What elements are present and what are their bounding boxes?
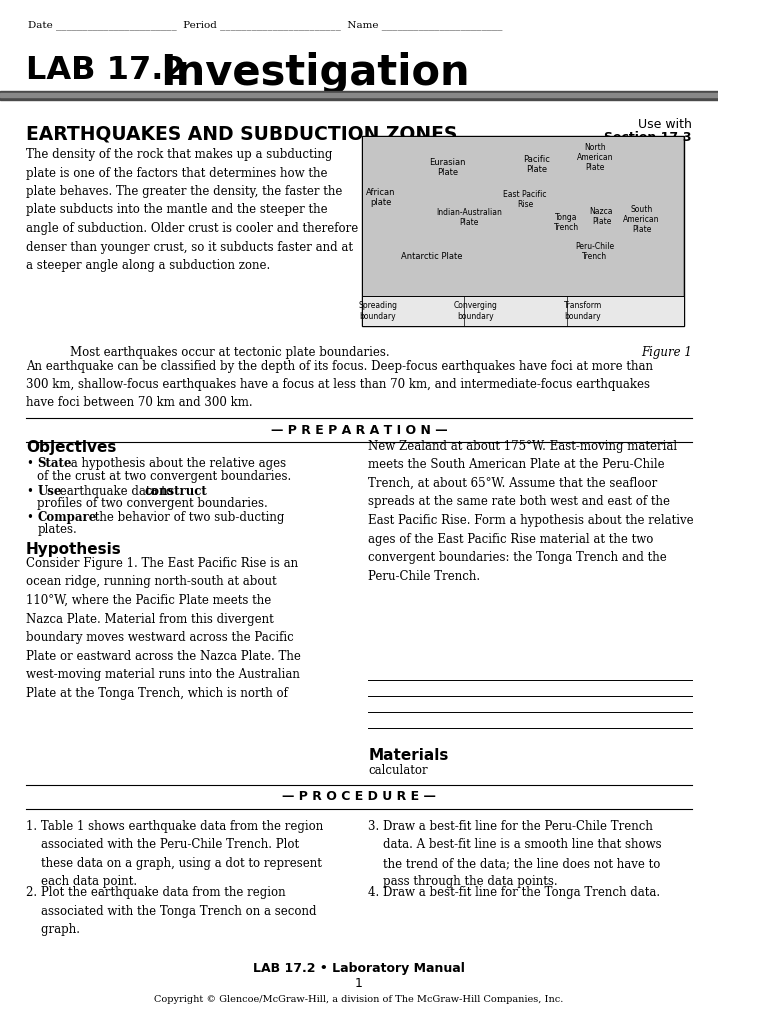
Text: EARTHQUAKES AND SUBDUCTION ZONES: EARTHQUAKES AND SUBDUCTION ZONES [26, 125, 457, 144]
Text: LAB 17.2 • Laboratory Manual: LAB 17.2 • Laboratory Manual [253, 962, 465, 975]
Text: 1: 1 [355, 977, 363, 990]
Text: earthquake data to: earthquake data to [56, 485, 176, 498]
Text: Compare: Compare [37, 511, 97, 524]
Text: Hypothesis: Hypothesis [26, 542, 122, 557]
Text: 1. Table 1 shows earthquake data from the region
    associated with the Peru-Ch: 1. Table 1 shows earthquake data from th… [26, 820, 323, 889]
Text: 3. Draw a best-fit line for the Peru-Chile Trench
    data. A best-fit line is a: 3. Draw a best-fit line for the Peru-Chi… [368, 820, 662, 889]
Text: Antarctic Plate: Antarctic Plate [401, 252, 463, 261]
Text: Pacific
Plate: Pacific Plate [523, 155, 550, 174]
Text: Figure 1: Figure 1 [641, 346, 692, 359]
Text: LAB 17.2: LAB 17.2 [26, 55, 186, 86]
Text: •: • [26, 485, 33, 498]
Text: 4. Draw a best-fit line for the Tonga Trench data.: 4. Draw a best-fit line for the Tonga Tr… [368, 886, 661, 899]
Text: Copyright © Glencoe/McGraw-Hill, a division of The McGraw-Hill Companies, Inc.: Copyright © Glencoe/McGraw-Hill, a divis… [154, 995, 564, 1004]
Text: Consider Figure 1. The East Pacific Rise is an
ocean ridge, running north-south : Consider Figure 1. The East Pacific Rise… [26, 557, 301, 699]
Bar [0, 93, 718, 97]
Text: South
American
Plate: South American Plate [624, 205, 660, 234]
Text: calculator: calculator [368, 764, 428, 777]
Text: Objectives: Objectives [26, 440, 116, 455]
Text: construct: construct [145, 485, 207, 498]
Text: plates.: plates. [37, 523, 77, 536]
Text: 2. Plot the earthquake data from the region
    associated with the Tonga Trench: 2. Plot the earthquake data from the reg… [26, 886, 316, 936]
Text: the behavior of two sub-ducting: the behavior of two sub-ducting [92, 511, 285, 524]
Bar [0, 91, 718, 100]
Text: The density of the rock that makes up a subducting
plate is one of the factors t: The density of the rock that makes up a … [26, 148, 358, 272]
Text: Peru-Chile
Trench: Peru-Chile Trench [575, 242, 614, 261]
Text: Indian-Australian
Plate: Indian-Australian Plate [436, 208, 502, 227]
Text: Use with: Use with [638, 118, 692, 131]
Text: Section 17.3: Section 17.3 [604, 131, 692, 144]
Text: Investigation: Investigation [160, 52, 470, 94]
Text: An earthquake can be classified by the depth of its focus. Deep-focus earthquake: An earthquake can be classified by the d… [26, 360, 653, 409]
Text: Transform
boundary: Transform boundary [564, 301, 602, 321]
Text: — P R O C E D U R E —: — P R O C E D U R E — [282, 791, 436, 804]
Bar [362, 296, 684, 326]
Text: Tonga
Trench: Tonga Trench [554, 213, 578, 232]
Text: Use: Use [37, 485, 62, 498]
Text: profiles of two convergent boundaries.: profiles of two convergent boundaries. [37, 497, 268, 510]
Text: State: State [37, 457, 72, 470]
Bar [363, 137, 683, 296]
Text: Materials: Materials [368, 748, 449, 763]
Text: — P R E P A R A T I O N —: — P R E P A R A T I O N — [271, 424, 447, 436]
Text: •: • [26, 457, 33, 470]
Text: New Zealand at about 175°W. East-moving material
meets the South American Plate : New Zealand at about 175°W. East-moving … [368, 440, 694, 583]
Text: Converging
boundary: Converging boundary [454, 301, 497, 321]
Text: Nazca
Plate: Nazca Plate [590, 207, 613, 226]
Text: North
American
Plate: North American Plate [577, 143, 613, 172]
Bar [362, 136, 684, 326]
Text: African
plate: African plate [366, 188, 395, 207]
Text: of the crust at two convergent boundaries.: of the crust at two convergent boundarie… [37, 470, 292, 483]
Text: •: • [26, 511, 33, 524]
Text: East Pacific
Rise: East Pacific Rise [504, 190, 547, 209]
Text: Date _______________________  Period _______________________  Name _____________: Date _______________________ Period ____… [28, 20, 503, 30]
Text: a hypothesis about the relative ages: a hypothesis about the relative ages [67, 457, 286, 470]
Text: Spreading
boundary: Spreading boundary [358, 301, 397, 321]
Text: Eurasian
Plate: Eurasian Plate [430, 158, 466, 177]
Text: Most earthquakes occur at tectonic plate boundaries.: Most earthquakes occur at tectonic plate… [70, 346, 390, 359]
